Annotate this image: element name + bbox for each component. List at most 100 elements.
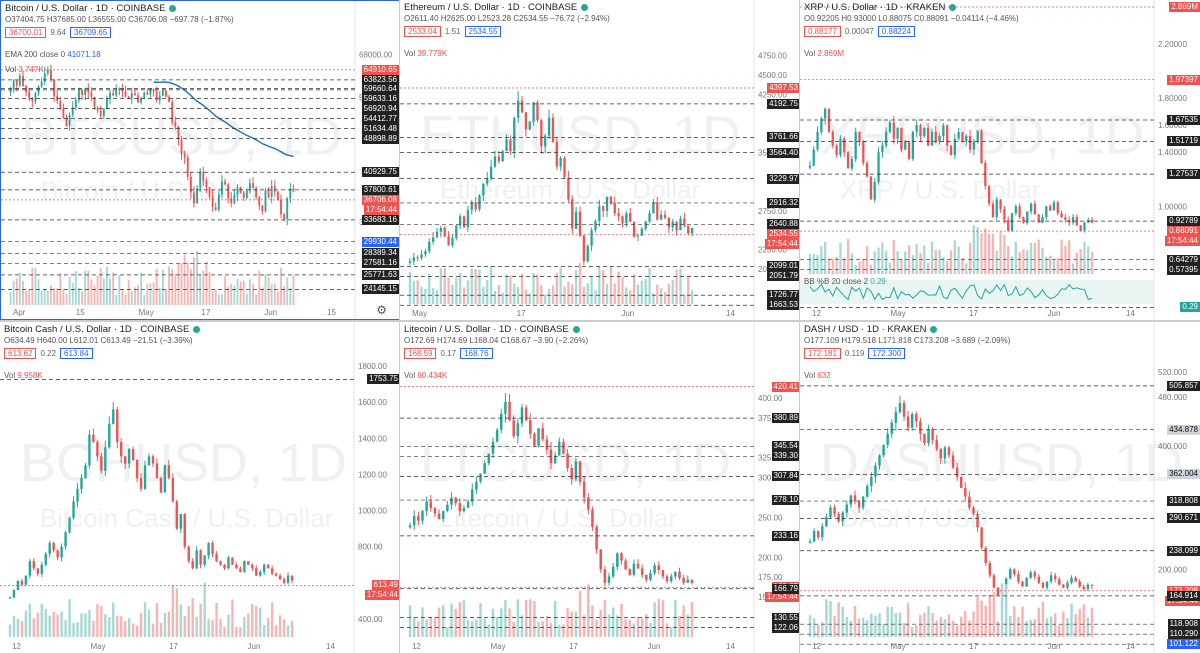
eth-volume-bar xyxy=(524,289,528,304)
ltc-ask[interactable]: 168.76 xyxy=(460,348,493,359)
bch-volume-bar xyxy=(266,617,270,637)
xrp-candle xyxy=(877,152,880,182)
btc-candle xyxy=(93,96,96,108)
xrp-volume-bar xyxy=(881,242,884,274)
dash-ohlc: O177.109 H179.518 L171.818 C173.208 −3.6… xyxy=(804,336,1011,345)
btc-bid-ask[interactable]: 36700.01 9.64 36709.65 xyxy=(5,27,112,38)
xrp-volume-bar xyxy=(885,250,888,274)
bch-chart-panel[interactable]: BCHUSD, 1D Bitcoin Cash / U.S. Dollar 1800… xyxy=(0,322,400,653)
dash-x-tick-label: May xyxy=(890,642,906,651)
dash-candle xyxy=(955,467,959,477)
ltc-y-tick-label: 300.00 xyxy=(758,474,783,483)
gear-icon[interactable]: ⚙ xyxy=(376,303,387,317)
xrp-volume-bar xyxy=(1041,247,1044,274)
bch-y-tick-label: 1200.00 xyxy=(358,470,387,479)
btc-ask[interactable]: 36709.65 xyxy=(69,27,112,38)
btc-candle xyxy=(199,171,202,188)
eth-bid[interactable]: 2533.04 xyxy=(404,26,441,37)
ltc-candle xyxy=(595,527,598,550)
bch-candle xyxy=(80,478,83,489)
ltc-vol-value: 60.434K xyxy=(417,371,448,380)
ltc-candle xyxy=(458,503,462,512)
bch-candle xyxy=(175,501,179,529)
bch-candle xyxy=(282,579,286,583)
xrp-ask[interactable]: 0.88224 xyxy=(877,26,915,37)
btc-volume-bar xyxy=(124,294,127,305)
dash-candle xyxy=(976,513,979,528)
row-divider[interactable] xyxy=(0,320,1200,322)
xrp-bid-ask[interactable]: 0.88177 0.00047 0.88224 xyxy=(804,26,915,37)
bch-bid-ask[interactable]: 613.62 0.22 613.84 xyxy=(4,348,93,359)
eth-volume-bar xyxy=(544,294,547,304)
eth-ask[interactable]: 2534.55 xyxy=(464,26,502,37)
btc-ema-legend[interactable]: EMA 200 close 0 41071.18 xyxy=(5,50,101,59)
bch-chart-canvas[interactable]: BCHUSD, 1D Bitcoin Cash / U.S. Dollar 1800… xyxy=(0,322,400,653)
xrp-volume-bar xyxy=(877,247,880,274)
bch-bid[interactable]: 613.62 xyxy=(4,348,37,359)
ltc-bid[interactable]: 168.59 xyxy=(404,348,437,359)
xrp-volume-bar xyxy=(896,251,899,274)
xrp-x-tick-label: 12 xyxy=(812,309,821,318)
btc-bid[interactable]: 36700.01 xyxy=(5,27,47,38)
ltc-candle xyxy=(645,574,648,580)
ltc-volume-bar xyxy=(454,608,457,637)
column-divider[interactable] xyxy=(399,0,400,653)
dash-bid[interactable]: 172.181 xyxy=(804,348,841,359)
dash-chart-panel[interactable]: DASHUSD, 1D DASH / USD 520.000 480.000 400.0… xyxy=(800,322,1200,653)
dash-ask[interactable]: 172.300 xyxy=(868,348,906,359)
btc-candle xyxy=(208,187,211,197)
dash-volume-bar xyxy=(825,599,828,637)
bch-vol-legend[interactable]: Vol 9.958K xyxy=(4,371,43,380)
ltc-price-label: 166.79 xyxy=(771,583,800,594)
dash-volume-bar xyxy=(1082,604,1086,637)
dash-volume-bar xyxy=(1086,617,1090,637)
dash-volume-bar xyxy=(943,618,947,637)
bch-volume-bar xyxy=(207,618,210,637)
eth-bid-ask[interactable]: 2533.04 1.51 2534.55 xyxy=(404,26,502,37)
xrp-bb-legend[interactable]: BB %B 20 close 2 0.29 xyxy=(804,277,886,286)
btc-volume-bar xyxy=(280,267,282,305)
dash-candle xyxy=(996,587,1000,596)
ltc-vol-legend[interactable]: Vol 60.434K xyxy=(404,371,447,380)
btc-vol-legend[interactable]: Vol 3.747K xyxy=(5,65,44,74)
bch-y-tick-label: 800.00 xyxy=(358,543,383,552)
eth-candle xyxy=(621,216,624,224)
xrp-volume-bar xyxy=(1071,263,1075,274)
xrp-vol-label: Vol xyxy=(804,49,816,58)
xrp-volume-bar xyxy=(1010,256,1014,274)
eth-candle xyxy=(555,141,558,167)
ltc-chart-panel[interactable]: LTCUSD, 1D Litecoin / U.S. Dollar 400.00 37… xyxy=(400,322,800,653)
eth-chart-panel[interactable]: ETHUSD, 1D Ethereum / U.S. Dollar 4750.00 4… xyxy=(400,0,800,320)
ltc-bid-ask[interactable]: 168.59 0.17 168.76 xyxy=(404,348,493,359)
bch-volume-bar xyxy=(259,607,262,637)
dash-y-tick-label: 200.000 xyxy=(1158,565,1187,574)
eth-candle xyxy=(640,228,643,236)
xrp-volume-bar xyxy=(999,231,1002,274)
xrp-bid[interactable]: 0.88177 xyxy=(804,26,841,37)
eth-volume-bar xyxy=(602,269,605,304)
bch-volume-bar xyxy=(52,611,55,637)
bch-ask[interactable]: 613.84 xyxy=(60,348,93,359)
eth-volume-bar xyxy=(505,274,508,304)
eth-volume-bar xyxy=(652,293,655,304)
btc-volume-bar xyxy=(93,285,96,305)
xrp-candle xyxy=(858,131,861,142)
bch-candle xyxy=(227,557,230,569)
btc-candle xyxy=(292,188,295,192)
dash-vol-legend[interactable]: Vol 632 xyxy=(804,371,831,380)
ltc-candle xyxy=(500,413,503,430)
ltc-y-tick-label: 175.00 xyxy=(758,573,783,582)
eth-candle xyxy=(532,102,535,122)
column-divider[interactable] xyxy=(799,0,800,653)
ltc-y-tick-label: 375.00 xyxy=(758,414,783,423)
xrp-vol-legend[interactable]: Vol 2.869M xyxy=(804,49,844,58)
dash-bid-ask[interactable]: 172.181 0.119 172.300 xyxy=(804,348,906,359)
eth-vol-legend[interactable]: Vol 39.779K xyxy=(404,49,447,58)
